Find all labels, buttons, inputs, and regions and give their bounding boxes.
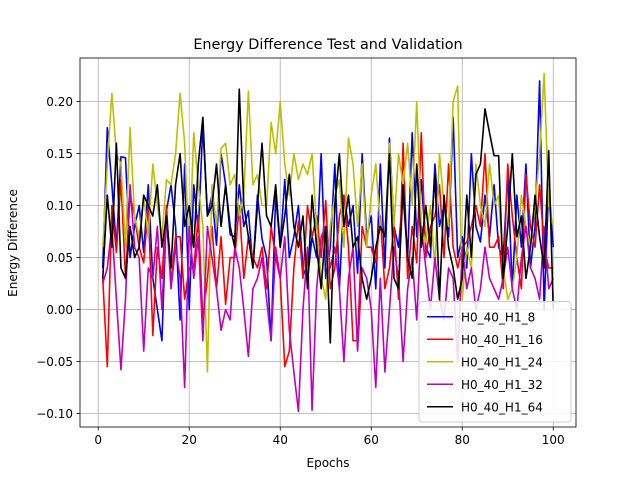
plot-frame xyxy=(79,57,577,428)
axes: 0 20 40 60 80 100 −0.10 −0.05 0.00 0.05 0.10 0.15 0.… xyxy=(36,57,577,447)
x-tick-label: 60 xyxy=(364,433,379,447)
legend-label: H0_40_H1_32 xyxy=(461,378,543,392)
legend-box xyxy=(418,301,572,423)
y-axis-label: Energy Difference xyxy=(6,189,20,297)
x-tick-label: 20 xyxy=(182,433,197,447)
legend-label: H0_40_H1_64 xyxy=(461,400,543,414)
chart-title: Energy Difference Test and Validation xyxy=(193,37,462,53)
x-tick-label: 0 xyxy=(94,433,102,447)
y-tick-label: −0.05 xyxy=(36,355,73,369)
y-tick-label: 0.10 xyxy=(46,199,73,213)
x-tick-label: 80 xyxy=(455,433,470,447)
y-tick-label: 0.00 xyxy=(46,303,73,317)
series-line-5 xyxy=(101,88,555,344)
x-axis-label: Epochs xyxy=(307,456,350,470)
series-line-3 xyxy=(101,72,555,373)
y-tick-label: −0.10 xyxy=(36,407,73,421)
y-tick-label: 0.20 xyxy=(46,95,73,109)
y-tick-label: 0.15 xyxy=(46,147,73,161)
legend: H0_40_H1_8 H0_40_H1_16 H0_40_H1_24 H0_40_H1… xyxy=(418,301,572,423)
series-line-4 xyxy=(101,184,554,413)
y-tick-label: 0.05 xyxy=(46,251,73,265)
legend-label: H0_40_H1_16 xyxy=(461,333,543,347)
x-tick-label: 40 xyxy=(273,433,288,447)
plot-lines xyxy=(101,72,555,413)
x-tick-label: 100 xyxy=(542,433,565,447)
legend-label: H0_40_H1_8 xyxy=(461,310,535,324)
legend-label: H0_40_H1_24 xyxy=(461,355,543,369)
